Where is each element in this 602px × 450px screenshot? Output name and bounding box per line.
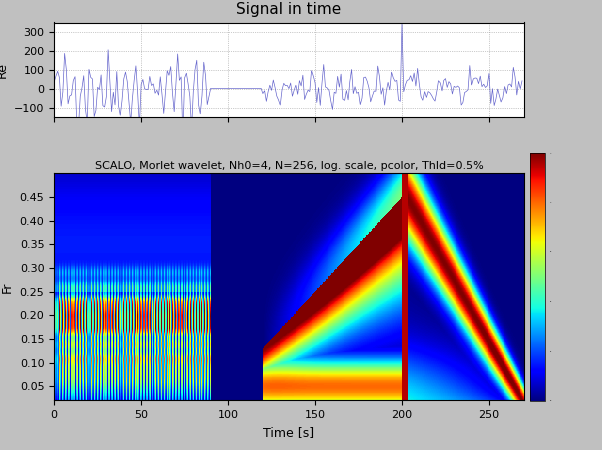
Title: SCALO, Morlet wavelet, Nh0=4, N=256, log. scale, pcolor, Thld=0.5%: SCALO, Morlet wavelet, Nh0=4, N=256, log…: [95, 161, 483, 171]
Y-axis label: Re: Re: [0, 62, 8, 78]
Y-axis label: Fr: Fr: [1, 281, 14, 292]
X-axis label: Time [s]: Time [s]: [264, 426, 314, 439]
Title: Signal in time: Signal in time: [237, 2, 341, 17]
